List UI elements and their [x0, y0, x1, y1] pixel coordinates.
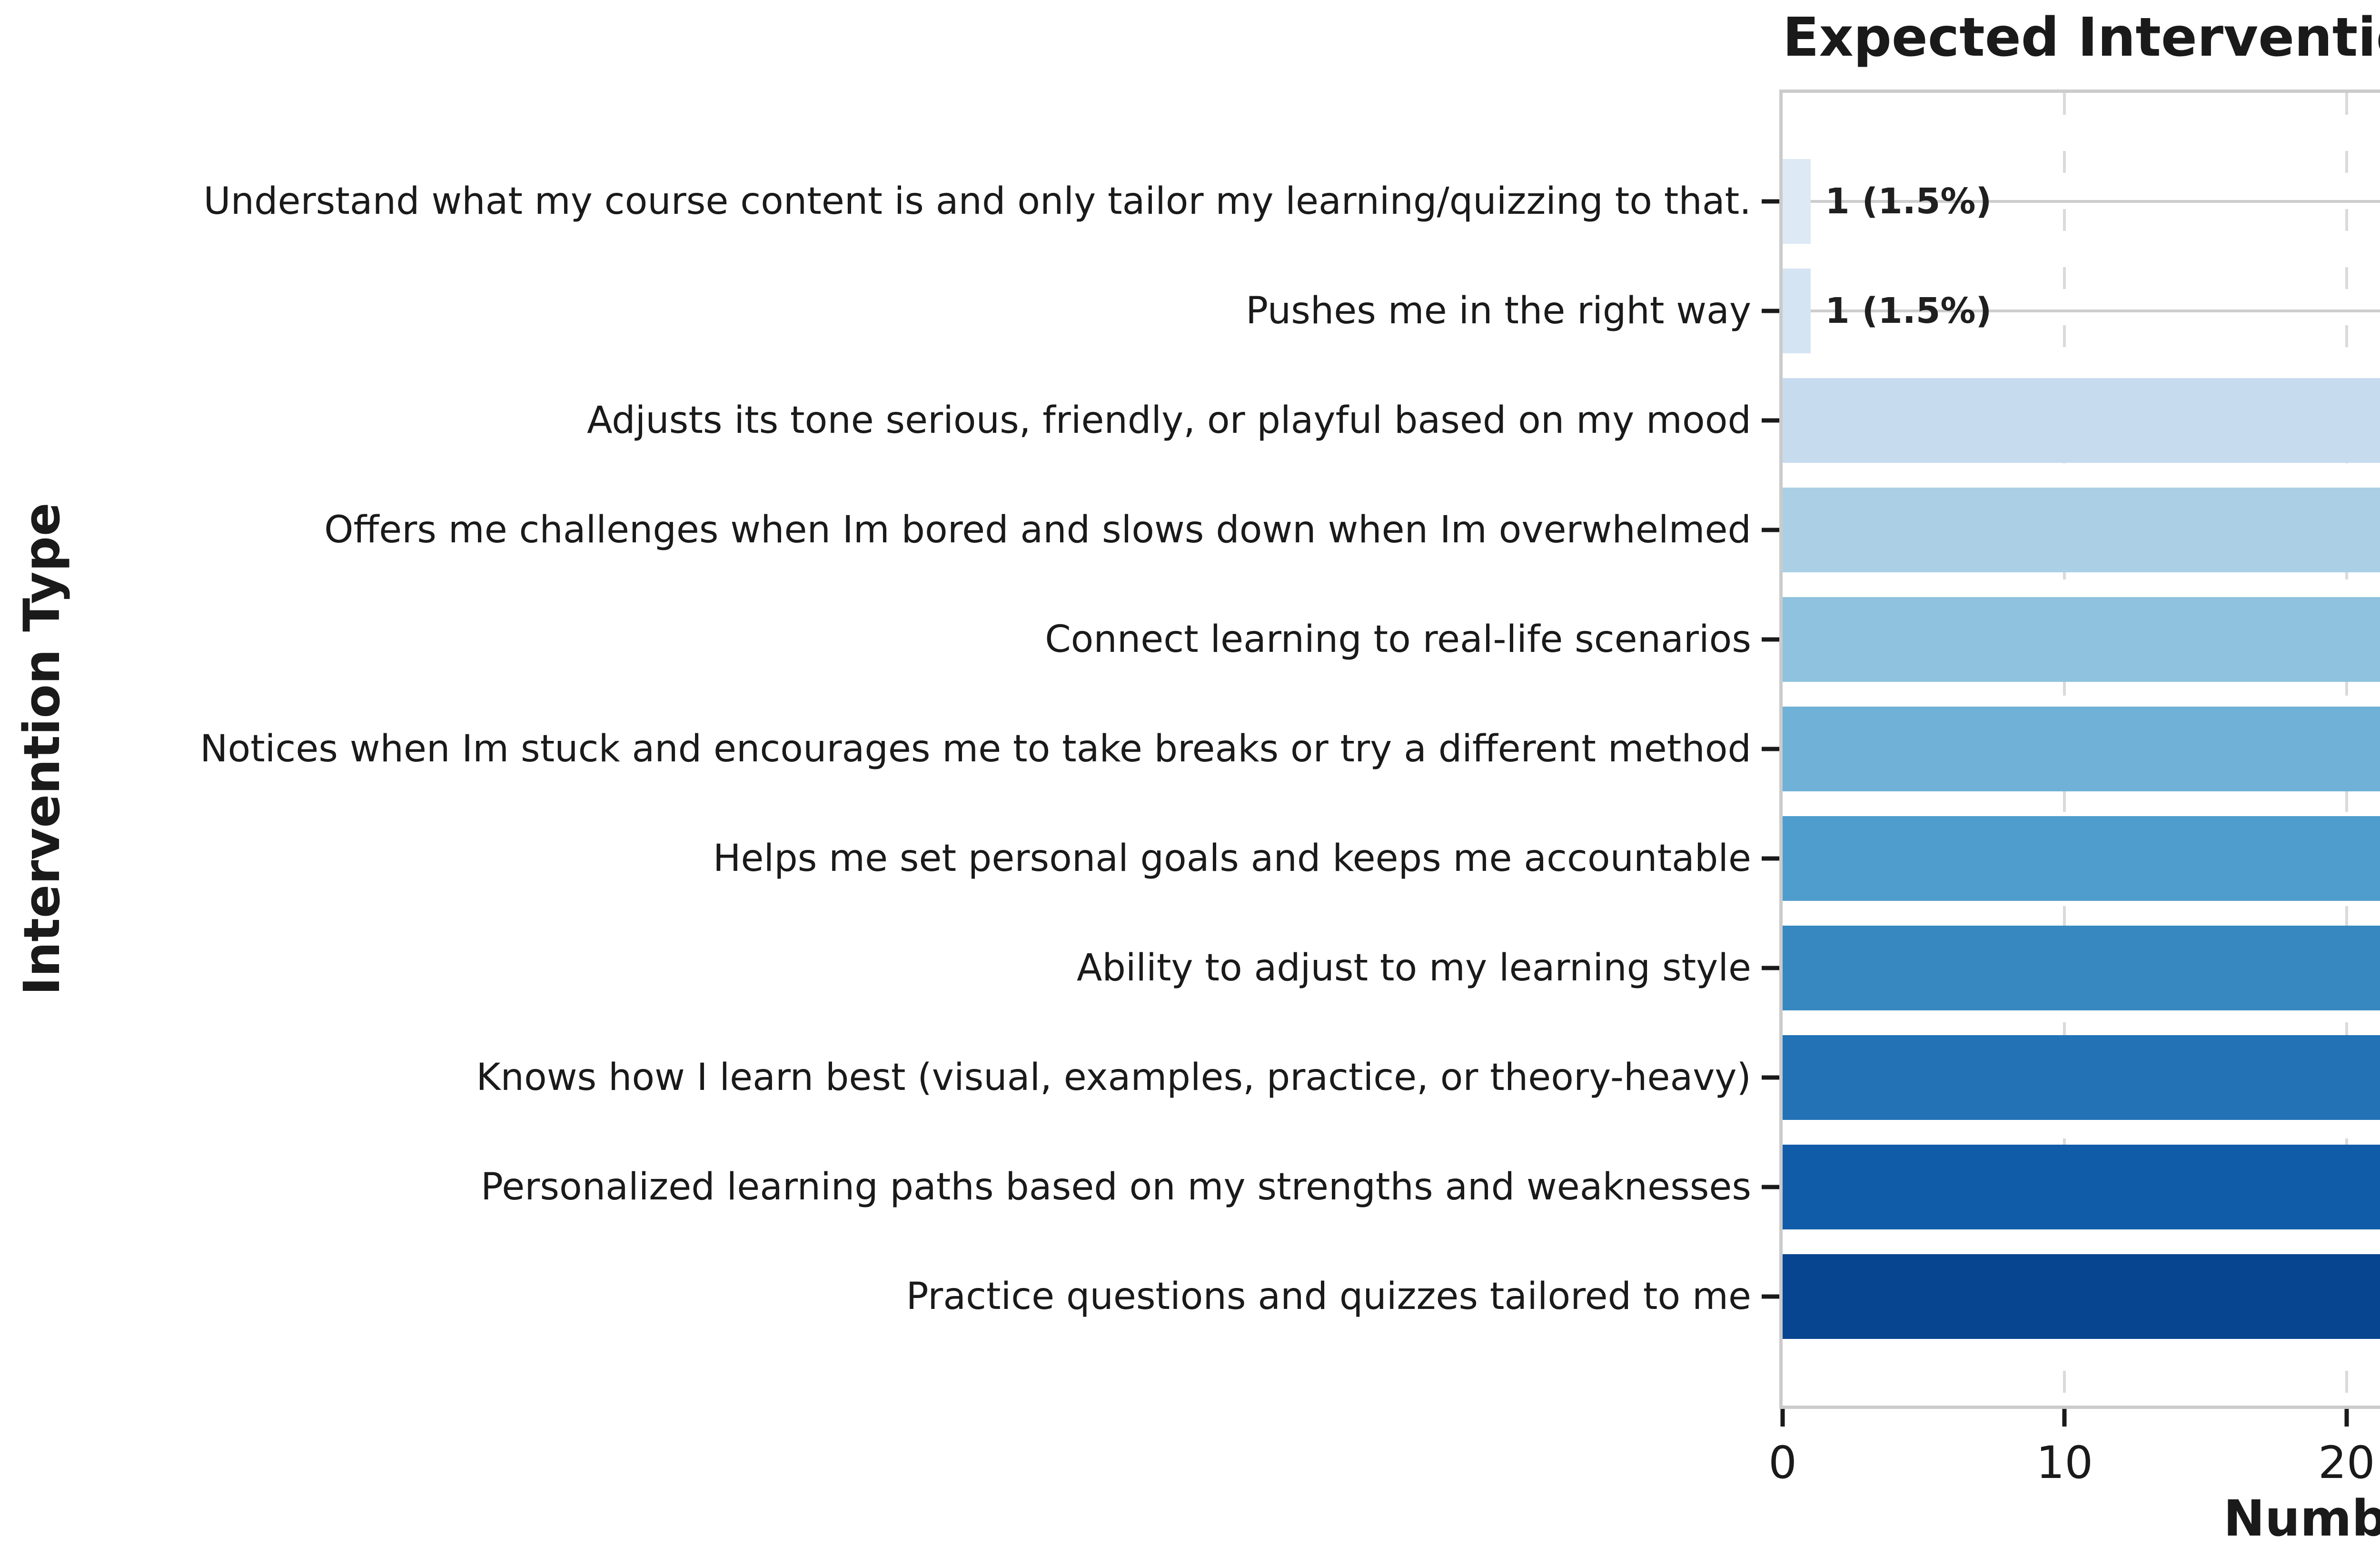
chart-title: Expected Interventions from a Personaliz… — [1783, 7, 2380, 69]
bar — [1783, 597, 2380, 682]
bottom-spine — [1779, 1406, 2380, 1409]
bar-row: Ability to adjust to my learning style40… — [1077, 913, 2380, 1023]
y-tick — [1762, 1185, 1779, 1189]
y-tick — [1762, 199, 1779, 204]
y-tick — [1762, 309, 1779, 313]
bar-row: Pushes me in the right way 1 (1.5%) — [1246, 256, 2380, 366]
bar — [1783, 159, 1811, 244]
x-tick — [1780, 1409, 1785, 1427]
bar-row: Practice questions and quizzes tailored … — [906, 1242, 2380, 1351]
h-gridline — [1783, 309, 2380, 312]
category-label: Pushes me in the right way — [1246, 289, 1751, 332]
bar — [1783, 488, 2380, 572]
category-label: Ability to adjust to my learning style — [1076, 947, 1751, 989]
bar — [1783, 269, 1811, 353]
y-tick — [1762, 528, 1779, 532]
y-tick — [1762, 637, 1779, 642]
bar-row: Offers me challenges when Im bored and s… — [324, 475, 2380, 585]
category-label: Personalized learning paths based on my … — [481, 1166, 1751, 1208]
y-tick — [1762, 966, 1779, 970]
plot-area: 01020304050Understand what my course con… — [200, 90, 2380, 1489]
category-label: Knows how I learn best (visual, examples… — [476, 1056, 1751, 1099]
y-tick — [1762, 418, 1779, 423]
category-label: Practice questions and quizzes tailored … — [906, 1275, 1751, 1318]
bar-value-label: 1 (1.5%) — [1825, 290, 1992, 331]
y-tick — [1762, 747, 1779, 751]
x-axis-label: Number of Respondents — [2223, 1489, 2380, 1547]
bar-row: Notices when Im stuck and encourages me … — [200, 694, 2380, 804]
bar-row: Helps me set personal goals and keeps me… — [713, 804, 2380, 913]
bar-value-label: 1 (1.5%) — [1825, 181, 1992, 222]
x-tick-label: 20 — [2318, 1437, 2375, 1489]
bar-row: Knows how I learn best (visual, examples… — [476, 1023, 2380, 1132]
bar — [1783, 707, 2380, 791]
category-label: Notices when Im stuck and encourages me … — [200, 728, 1751, 770]
bar — [1783, 816, 2380, 901]
left-spine — [1779, 90, 1783, 1409]
bar — [1783, 1254, 2380, 1339]
h-gridline — [1783, 200, 2380, 203]
bar — [1783, 1145, 2380, 1229]
bar — [1783, 378, 2380, 463]
category-label: Adjusts its tone serious, friendly, or p… — [587, 399, 1751, 442]
x-tick — [2344, 1409, 2349, 1427]
category-label: Offers me challenges when Im bored and s… — [324, 509, 1751, 551]
category-label: Connect learning to real-life scenarios — [1045, 618, 1751, 661]
bar — [1783, 1035, 2380, 1120]
y-tick — [1762, 1075, 1779, 1080]
category-label: Helps me set personal goals and keeps me… — [713, 837, 1751, 880]
bar-row: Personalized learning paths based on my … — [481, 1132, 2380, 1242]
bar-row: Connect learning to real-life scenarios3… — [1045, 585, 2380, 694]
x-tick — [2062, 1409, 2067, 1427]
category-label: Understand what my course content is and… — [203, 180, 1751, 223]
y-axis-label: Intervention Type — [13, 502, 71, 996]
x-tick-label: 0 — [1768, 1437, 1797, 1489]
bar — [1783, 926, 2380, 1010]
top-spine — [1779, 90, 2380, 93]
y-tick — [1762, 1294, 1779, 1299]
y-tick — [1762, 856, 1779, 861]
bar-row: Adjusts its tone serious, friendly, or p… — [587, 366, 2380, 475]
x-tick-label: 10 — [2036, 1437, 2093, 1489]
bar-row: Understand what my course content is and… — [203, 147, 2380, 256]
